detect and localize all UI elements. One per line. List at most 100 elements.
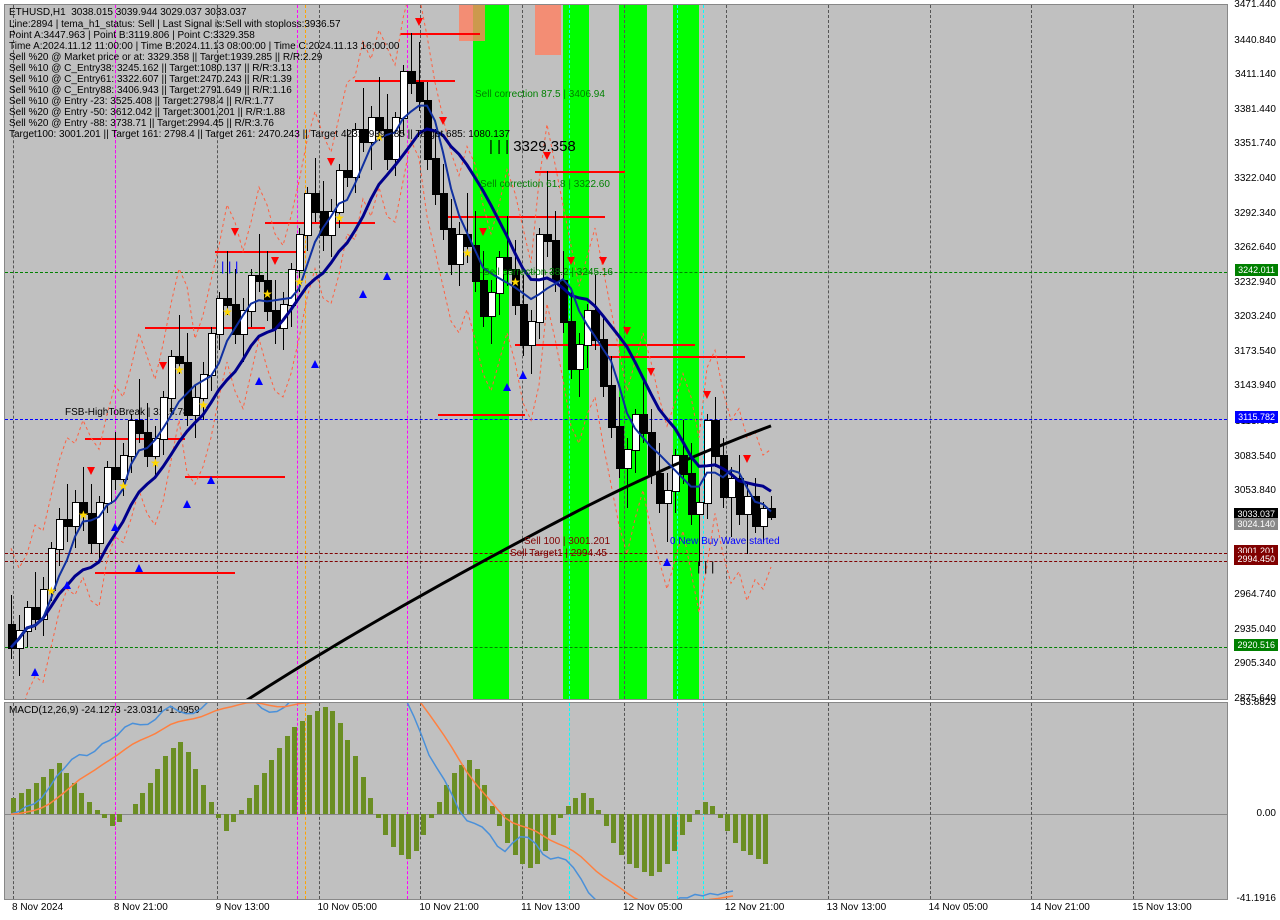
- time-tick: 9 Nov 13:00: [216, 902, 270, 913]
- candle-wick: [139, 379, 140, 443]
- candle-body: [544, 234, 552, 242]
- candle-wick: [643, 379, 644, 443]
- candle-body: [344, 170, 352, 178]
- time-tick: 10 Nov 05:00: [318, 902, 378, 913]
- macd-tick: 0.00: [1257, 808, 1276, 819]
- candle-body: [144, 432, 152, 457]
- star-icon: ★: [174, 363, 185, 377]
- candle-body: [120, 455, 128, 480]
- time-tick: 8 Nov 2024: [12, 902, 63, 913]
- candle-body: [336, 170, 344, 213]
- candle-body: [136, 420, 144, 434]
- macd-y-axis: 53.88230.00-41.1916: [1228, 702, 1278, 898]
- star-icon: ★: [334, 211, 345, 225]
- candle-body: [448, 228, 456, 265]
- main-price-chart[interactable]: ETHUSD,H1 3038.015 3039.944 3029.037 303…: [4, 4, 1228, 700]
- candle-body: [296, 234, 304, 271]
- chart-annotation: | | | 3329.358: [489, 138, 576, 155]
- time-tick: 14 Nov 05:00: [929, 902, 989, 913]
- candle-body: [200, 374, 208, 399]
- time-tick: 12 Nov 05:00: [623, 902, 683, 913]
- candle-body: [256, 275, 264, 283]
- candle-wick: [259, 234, 260, 292]
- candle-body: [280, 304, 288, 329]
- candle-body: [608, 385, 616, 428]
- candle-body: [616, 426, 624, 469]
- down-arrow-icon: [415, 18, 423, 26]
- candle-body: [672, 455, 680, 492]
- price-tick: 3143.940: [1234, 380, 1276, 391]
- price-badge: 3242.011: [1235, 264, 1278, 276]
- candle-body: [208, 333, 216, 376]
- up-arrow-icon: [255, 377, 263, 385]
- candle-body: [96, 502, 104, 545]
- price-tick: 3203.240: [1234, 311, 1276, 322]
- candle-body: [400, 71, 408, 120]
- candle-wick: [627, 438, 628, 508]
- down-arrow-icon: [479, 228, 487, 236]
- candle-wick: [115, 432, 116, 490]
- macd-tick: -41.1916: [1237, 893, 1276, 904]
- up-arrow-icon: [359, 290, 367, 298]
- candle-body: [744, 496, 752, 515]
- up-arrow-icon: [111, 523, 119, 531]
- candle-body: [56, 519, 64, 550]
- candle-body: [728, 478, 736, 497]
- candle-body: [576, 344, 584, 369]
- candle-body: [592, 310, 600, 341]
- up-arrow-icon: [63, 581, 71, 589]
- down-arrow-icon: [271, 257, 279, 265]
- chart-annotation: 0 New Buy Wave started: [670, 536, 780, 547]
- star-icon: ★: [198, 398, 209, 412]
- candle-body: [8, 624, 16, 649]
- candle-body: [584, 310, 592, 347]
- time-tick: 11 Nov 13:00: [521, 902, 580, 913]
- down-arrow-icon: [647, 368, 655, 376]
- time-tick: 12 Nov 21:00: [725, 902, 785, 913]
- candle-body: [752, 496, 760, 527]
- candle-body: [712, 420, 720, 457]
- candle-body: [272, 310, 280, 329]
- candle-body: [696, 502, 704, 516]
- star-icon: ★: [462, 246, 473, 260]
- star-icon: ★: [46, 584, 57, 598]
- price-tick: 3232.940: [1234, 277, 1276, 288]
- candle-body: [760, 508, 768, 527]
- macd-chart[interactable]: MACD(12,26,9) -24.1273 -23.0314 -1.0959: [4, 702, 1228, 900]
- price-tick: 2964.740: [1234, 589, 1276, 600]
- price-tick: 3351.740: [1234, 138, 1276, 149]
- price-tick: 3440.840: [1234, 35, 1276, 46]
- candle-body: [768, 508, 776, 518]
- candle-body: [472, 245, 480, 282]
- down-arrow-icon: [599, 257, 607, 265]
- candle-body: [64, 519, 72, 527]
- price-tick: 3322.040: [1234, 173, 1276, 184]
- down-arrow-icon: [159, 362, 167, 370]
- chart-annotation: Sell correction 87.5 | 3406.94: [475, 89, 605, 100]
- down-arrow-icon: [87, 467, 95, 475]
- down-arrow-icon: [567, 257, 575, 265]
- candle-body: [104, 467, 112, 504]
- candle-body: [24, 607, 32, 632]
- candle-body: [528, 321, 536, 346]
- down-arrow-icon: [231, 228, 239, 236]
- candle-body: [152, 438, 160, 457]
- candle-body: [304, 193, 312, 236]
- candle-wick: [315, 158, 316, 222]
- star-icon: ★: [118, 479, 129, 493]
- price-tick: 2935.040: [1234, 624, 1276, 635]
- info-line: Target100: 3001.201 || Target 161: 2798.…: [9, 129, 510, 141]
- star-icon: ★: [294, 275, 305, 289]
- candle-body: [432, 158, 440, 195]
- star-icon: ★: [262, 287, 273, 301]
- price-tick: 3262.640: [1234, 242, 1276, 253]
- candle-body: [128, 420, 136, 457]
- candle-body: [312, 193, 320, 212]
- candle-body: [688, 473, 696, 516]
- candle-body: [248, 275, 256, 312]
- up-arrow-icon: [311, 360, 319, 368]
- chart-container: ETHUSD,H1 3038.015 3039.944 3029.037 303…: [0, 0, 1280, 920]
- candle-body: [480, 280, 488, 317]
- candle-body: [640, 414, 648, 433]
- up-arrow-icon: [135, 564, 143, 572]
